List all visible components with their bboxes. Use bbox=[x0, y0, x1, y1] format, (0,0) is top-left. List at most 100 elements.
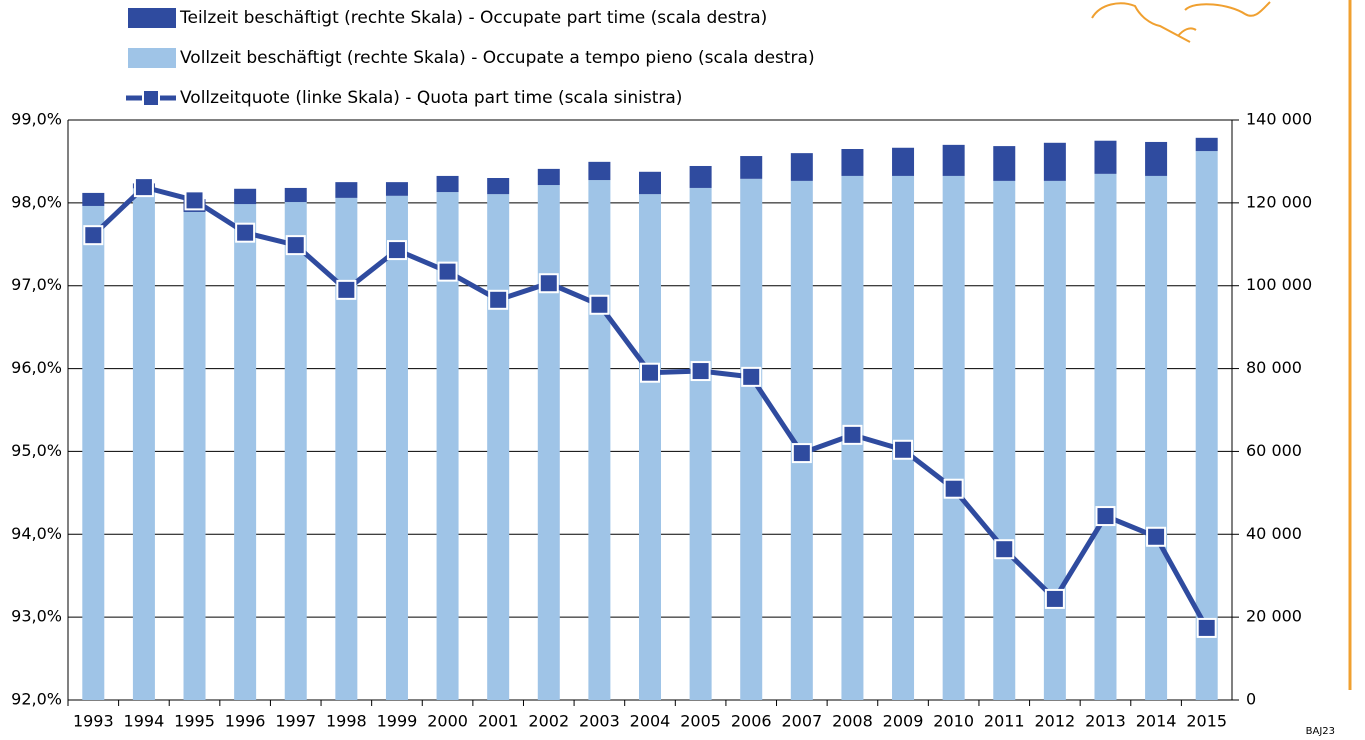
bar bbox=[1195, 137, 1218, 152]
line-marker bbox=[133, 177, 154, 198]
line-marker bbox=[842, 424, 863, 445]
x-tick-label: 2002 bbox=[528, 712, 569, 731]
bar bbox=[1145, 175, 1168, 700]
bar bbox=[436, 192, 459, 701]
y2-tick-label: 100 000 bbox=[1246, 275, 1312, 294]
y-tick-label: 99,0% bbox=[11, 110, 62, 129]
x-tick-label: 2010 bbox=[933, 712, 974, 731]
bar bbox=[689, 187, 712, 700]
bar bbox=[942, 144, 965, 176]
x-tick-label: 2003 bbox=[579, 712, 620, 731]
y2-tick-label: 120 000 bbox=[1246, 192, 1312, 211]
x-tick-label: 2012 bbox=[1035, 712, 1076, 731]
bar bbox=[335, 197, 358, 700]
bar bbox=[892, 147, 915, 176]
bar bbox=[132, 188, 155, 700]
line-marker bbox=[640, 362, 660, 383]
y-tick-label: 95,0% bbox=[11, 441, 62, 460]
y2-tick-label: 80 000 bbox=[1246, 358, 1302, 377]
line-marker bbox=[741, 366, 762, 387]
legend-label: Teilzeit beschäftigt (rechte Skala) - Oc… bbox=[179, 8, 767, 28]
bar bbox=[183, 211, 206, 700]
logo bbox=[1091, 1, 1271, 43]
line-marker bbox=[437, 261, 458, 282]
bar bbox=[588, 180, 611, 701]
bar bbox=[1043, 142, 1066, 181]
bar bbox=[1094, 173, 1117, 700]
legend-label: Vollzeit beschäftigt (rechte Skala) - Oc… bbox=[180, 48, 815, 68]
y2-tick-label: 0 bbox=[1246, 690, 1256, 709]
legend-marker bbox=[142, 89, 160, 107]
line-marker bbox=[336, 279, 357, 300]
bar bbox=[639, 171, 661, 195]
x-tick-label: 1994 bbox=[124, 712, 165, 731]
bar bbox=[689, 165, 712, 188]
bar bbox=[1094, 140, 1117, 174]
x-tick-label: 1993 bbox=[73, 712, 114, 731]
line-marker bbox=[589, 294, 610, 315]
line-marker bbox=[690, 361, 711, 382]
bar bbox=[385, 182, 408, 196]
line-marker bbox=[943, 478, 964, 499]
line-marker bbox=[386, 240, 407, 261]
x-tick-label: 2008 bbox=[832, 712, 873, 731]
x-tick-label: 1999 bbox=[377, 712, 418, 731]
x-tick-label: 1995 bbox=[174, 712, 215, 731]
x-tick-label: 1997 bbox=[275, 712, 316, 731]
source-code: BAJ23 bbox=[1306, 726, 1335, 737]
bar bbox=[841, 149, 864, 176]
legend-swatch bbox=[128, 8, 176, 28]
bar bbox=[436, 175, 459, 193]
x-tick-label: 2011 bbox=[984, 712, 1025, 731]
x-tick-label: 2015 bbox=[1186, 712, 1227, 731]
y-tick-label: 96,0% bbox=[11, 358, 62, 377]
line-marker bbox=[1146, 526, 1167, 547]
line-marker bbox=[1196, 617, 1217, 638]
line-marker bbox=[488, 289, 509, 310]
bar bbox=[487, 178, 510, 195]
bar bbox=[1043, 180, 1066, 700]
bar bbox=[234, 204, 257, 700]
y2-tick-label: 140 000 bbox=[1246, 110, 1312, 129]
x-tick-label: 2001 bbox=[478, 712, 519, 731]
bar bbox=[639, 194, 661, 700]
y2-tick-label: 20 000 bbox=[1246, 607, 1302, 626]
x-tick-label: 2013 bbox=[1085, 712, 1126, 731]
line-marker bbox=[1044, 588, 1065, 609]
x-tick-label: 2004 bbox=[630, 712, 671, 731]
bar bbox=[1145, 141, 1168, 176]
bar bbox=[740, 156, 763, 179]
line-marker bbox=[791, 443, 812, 464]
bar bbox=[790, 180, 813, 700]
x-tick-label: 1998 bbox=[326, 712, 367, 731]
line-marker bbox=[893, 439, 914, 460]
bar bbox=[82, 205, 105, 700]
bar bbox=[385, 195, 408, 701]
line-marker bbox=[184, 190, 205, 211]
bar bbox=[942, 175, 965, 700]
bar bbox=[740, 178, 763, 701]
bar bbox=[993, 180, 1016, 700]
x-tick-label: 2007 bbox=[781, 712, 822, 731]
x-tick-label: 2006 bbox=[731, 712, 772, 731]
line-marker bbox=[83, 225, 104, 246]
x-tick-label: 2009 bbox=[883, 712, 924, 731]
bar bbox=[1195, 151, 1218, 701]
x-tick-label: 2014 bbox=[1136, 712, 1177, 731]
legend-label: Vollzeitquote (linke Skala) - Quota part… bbox=[180, 88, 682, 108]
x-tick-label: 1996 bbox=[225, 712, 266, 731]
y-tick-label: 98,0% bbox=[11, 192, 62, 211]
y-tick-label: 97,0% bbox=[11, 275, 62, 294]
line-marker bbox=[538, 273, 559, 294]
bar bbox=[537, 168, 560, 186]
line-marker bbox=[235, 222, 256, 243]
x-tick-label: 2005 bbox=[680, 712, 721, 731]
bar bbox=[82, 192, 105, 206]
legend-swatch bbox=[128, 48, 176, 68]
y-tick-label: 93,0% bbox=[11, 607, 62, 626]
y-tick-label: 94,0% bbox=[11, 524, 62, 543]
y2-tick-label: 60 000 bbox=[1246, 441, 1302, 460]
line-marker bbox=[285, 235, 306, 256]
line-marker bbox=[994, 539, 1015, 560]
